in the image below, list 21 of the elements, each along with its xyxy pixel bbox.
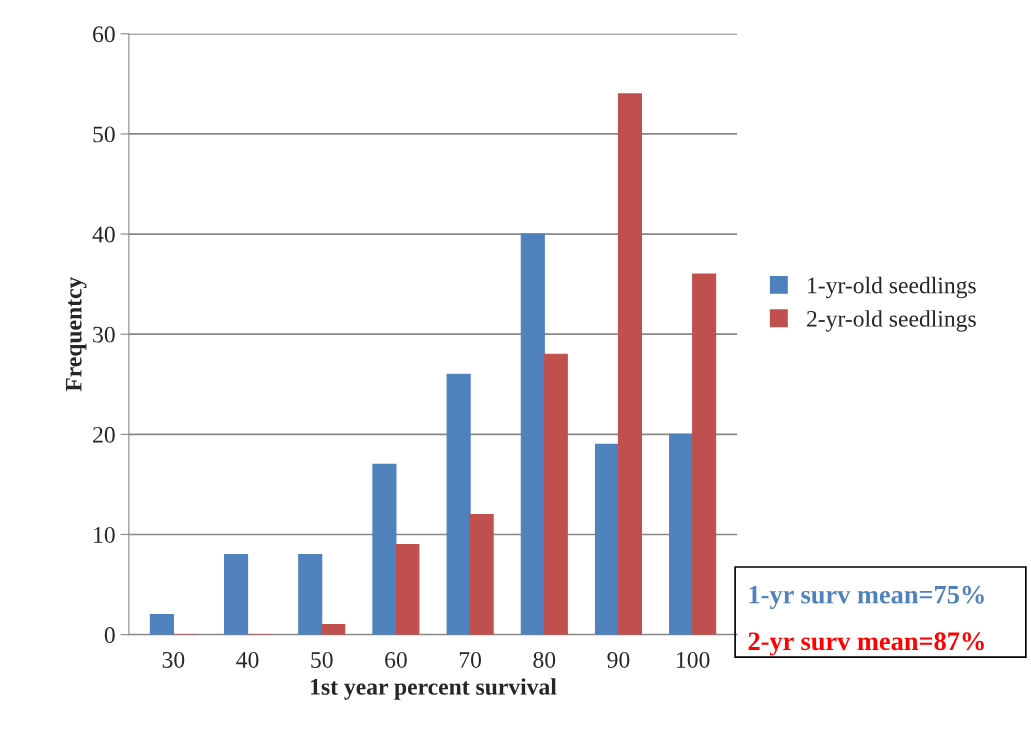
y-tick-label: 30 xyxy=(93,326,115,343)
legend-label: 2-yr-old seedlings xyxy=(807,310,976,332)
y-axis-title: Frequentcy xyxy=(65,276,87,392)
x-tick-label: 80 xyxy=(533,651,556,668)
y-tick-label: 60 xyxy=(93,26,115,43)
x-tick-label: 100 xyxy=(677,651,710,668)
x-tick-label: 50 xyxy=(311,651,333,668)
legend-label: 1-yr-old seedlings xyxy=(808,276,976,299)
text: 1-yr surv mean=75% xyxy=(749,585,984,610)
y-tick-label: 40 xyxy=(92,226,115,243)
y-tick-label: 10 xyxy=(94,526,115,543)
text: 2-yr surv mean=87% xyxy=(748,632,984,656)
x-tick-label: 60 xyxy=(385,651,407,668)
x-tick-label: 30 xyxy=(162,651,185,668)
y-tick-label: 20 xyxy=(93,426,115,443)
y-tick-label: 0 xyxy=(104,627,115,644)
x-tick-label: 40 xyxy=(236,651,259,668)
x-axis-title: 1st year percent survival xyxy=(311,678,557,700)
x-tick-label: 90 xyxy=(607,651,630,668)
x-tick-label: 70 xyxy=(459,651,482,668)
y-tick-label: 50 xyxy=(93,126,115,143)
